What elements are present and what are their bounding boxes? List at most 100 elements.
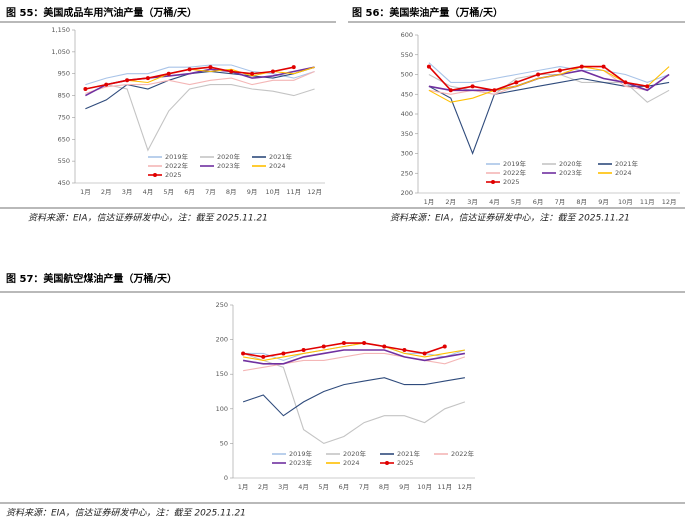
x-tick-label: 9月 [247,188,258,196]
y-tick-label: 450 [58,179,70,187]
x-tick-label: 4月 [298,483,309,491]
x-tick-label: 1月 [424,198,435,206]
x-tick-label: 6月 [184,188,195,196]
x-tick-label: 10月 [266,188,281,196]
y-tick-label: 550 [401,51,413,59]
x-tick-label: 2月 [101,188,112,196]
x-tick-label: 11月 [640,198,655,206]
y-tick-label: 550 [58,157,70,165]
x-tick-label: 5月 [511,198,522,206]
series-line [85,84,315,152]
y-tick-label: 50 [220,439,228,447]
series-marker [229,69,234,74]
legend-label: 2023年 [217,161,241,170]
legend-label: 2019年 [503,159,527,168]
series-line [85,66,315,110]
x-tick-label: 3月 [467,198,478,206]
x-tick-label: 8月 [226,188,237,196]
series-marker [241,351,246,356]
x-tick-label: 3月 [278,483,289,491]
x-tick-label: 11月 [286,188,301,196]
series-line [243,342,465,361]
legend-marker [385,461,389,465]
legend-marker [153,173,157,177]
x-tick-label: 3月 [122,188,133,196]
y-tick-label: 750 [58,113,70,121]
legend-label: 2025 [503,178,520,186]
legend-label: 2022年 [451,449,475,458]
x-tick-label: 6月 [533,198,544,206]
legend-label: 2023年 [289,458,313,467]
series-marker [321,344,326,349]
series-marker [442,344,447,349]
x-tick-label: 6月 [339,483,350,491]
legend-label: 2025 [397,459,414,467]
x-tick-label: 7月 [555,198,566,206]
legend-label: 2022年 [503,168,527,177]
series-marker [125,78,130,83]
legend-label: 2024 [343,459,360,467]
y-tick-label: 350 [401,130,413,138]
series-marker [208,65,213,70]
legend-label: 2021年 [615,159,639,168]
series-marker [536,72,541,77]
series-marker [623,80,628,85]
y-tick-label: 150 [216,370,228,378]
y-tick-label: 500 [401,71,413,79]
series-line [242,352,466,445]
series-marker [301,347,306,352]
legend-label: 2024 [269,162,286,170]
legend-label: 2021年 [269,152,293,161]
series-marker [514,80,519,85]
series-line [85,70,315,94]
series-line [242,377,465,417]
y-tick-label: 1,150 [51,26,70,34]
x-tick-label: 9月 [399,483,410,491]
x-tick-label: 1月 [238,483,249,491]
y-tick-label: 1,050 [51,48,70,56]
source-note: 资料来源：EIA，信达证券研发中心，注：截至 2025.11.21 [6,508,246,519]
series-line [242,349,466,365]
y-tick-label: 950 [58,70,70,78]
x-tick-label: 12月 [662,198,677,206]
y-tick-label: 100 [216,405,228,413]
x-tick-label: 5月 [163,188,174,196]
x-tick-label: 1月 [80,188,91,196]
y-tick-label: 600 [401,31,413,39]
series-marker [601,64,606,69]
legend-label: 2019年 [165,152,189,161]
chart-title: 图 57：美国航空煤油产量（万桶/天） [6,272,177,285]
legend-label: 2025 [165,171,182,179]
legend-label: 2023年 [559,168,583,177]
series-line [428,77,670,156]
y-tick-label: 450 [401,90,413,98]
y-tick-label: 200 [401,189,413,197]
series-marker [492,88,497,93]
x-tick-label: 11月 [437,483,452,491]
y-tick-label: 300 [401,150,413,158]
source-note: 资料来源：EIA，信达证券研发中心，注：截至 2025.11.21 [390,213,630,224]
legend-label: 2022年 [165,161,189,170]
x-tick-label: 7月 [205,188,216,196]
series-marker [341,341,346,346]
x-tick-label: 10月 [618,198,633,206]
y-tick-label: 400 [401,110,413,118]
series-marker [645,84,650,89]
y-tick-label: 250 [401,169,413,177]
series-marker [422,351,427,356]
series-marker [270,69,275,74]
series-marker [145,76,150,81]
legend-label: 2020年 [217,152,241,161]
x-tick-label: 9月 [598,198,609,206]
y-tick-label: 0 [224,474,228,482]
y-tick-label: 650 [58,135,70,143]
series-marker [448,88,453,93]
x-tick-label: 5月 [318,483,329,491]
legend-label: 2021年 [397,449,421,458]
series-marker [557,68,562,73]
x-tick-label: 10月 [417,483,432,491]
legend-marker [491,180,495,184]
series-marker [187,67,192,72]
legend-label: 2020年 [559,159,583,168]
source-note: 资料来源：EIA，信达证券研发中心，注：截至 2025.11.21 [28,213,268,224]
